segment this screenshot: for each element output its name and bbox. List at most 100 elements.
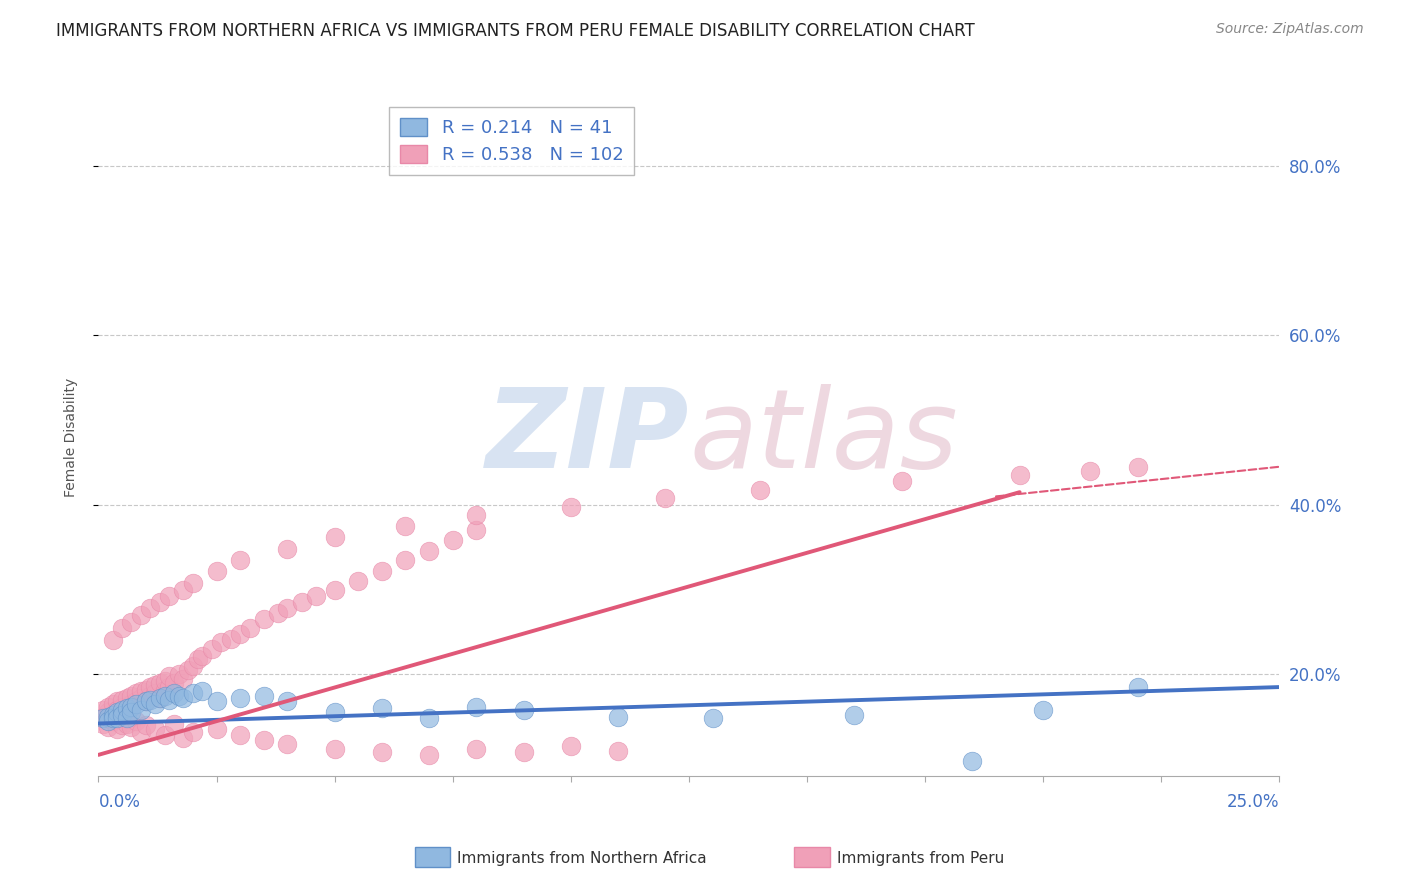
Point	[290, 595, 312, 609]
Point	[560, 739, 582, 754]
Point	[105, 694, 128, 708]
Point	[101, 714, 124, 728]
Point	[135, 694, 157, 708]
Point	[177, 663, 200, 677]
Point	[371, 745, 394, 759]
Point	[111, 718, 134, 732]
Point	[129, 608, 152, 623]
Point	[153, 682, 176, 697]
Point	[111, 703, 134, 717]
Point	[219, 632, 242, 646]
Text: IMMIGRANTS FROM NORTHERN AFRICA VS IMMIGRANTS FROM PERU FEMALE DISABILITY CORREL: IMMIGRANTS FROM NORTHERN AFRICA VS IMMIG…	[56, 22, 974, 40]
Point	[125, 714, 148, 728]
Point	[465, 699, 488, 714]
Point	[512, 745, 534, 759]
Point	[172, 731, 194, 745]
Legend: R = 0.214   N = 41, R = 0.538   N = 102: R = 0.214 N = 41, R = 0.538 N = 102	[389, 107, 634, 175]
Point	[111, 708, 134, 723]
Point	[157, 692, 180, 706]
Point	[101, 708, 124, 723]
Point	[115, 701, 138, 715]
Point	[418, 711, 440, 725]
Point	[890, 474, 912, 488]
Point	[267, 607, 290, 621]
Point	[512, 703, 534, 717]
Point	[143, 723, 166, 737]
Point	[441, 533, 464, 548]
Point	[97, 710, 120, 724]
Point	[115, 711, 138, 725]
Point	[418, 747, 440, 762]
Point	[181, 658, 204, 673]
Point	[135, 718, 157, 732]
Point	[276, 541, 298, 556]
Point	[187, 652, 209, 666]
Point	[191, 684, 214, 698]
Point	[153, 674, 176, 689]
Point	[607, 744, 630, 758]
Point	[149, 691, 172, 706]
Point	[205, 723, 228, 737]
Point	[347, 574, 370, 589]
Point	[143, 677, 166, 691]
Point	[101, 697, 124, 711]
Point	[157, 590, 180, 604]
Point	[163, 686, 186, 700]
Point	[139, 692, 162, 706]
Point	[276, 601, 298, 615]
Point	[229, 553, 252, 567]
Point	[253, 689, 276, 703]
Point	[121, 699, 143, 714]
Point	[143, 686, 166, 700]
Point	[153, 689, 176, 703]
Point	[844, 708, 866, 723]
Point	[205, 694, 228, 708]
Point	[205, 564, 228, 578]
Point	[115, 691, 138, 706]
Point	[191, 648, 214, 663]
Point	[172, 691, 194, 706]
Text: Immigrants from Peru: Immigrants from Peru	[837, 851, 1004, 865]
Point	[163, 716, 186, 731]
Point	[1080, 464, 1102, 478]
Point	[149, 595, 172, 609]
Point	[157, 669, 180, 683]
Point	[91, 703, 114, 717]
Point	[139, 680, 162, 694]
Point	[702, 711, 724, 725]
Text: 25.0%: 25.0%	[1227, 793, 1279, 811]
Point	[253, 612, 276, 626]
Point	[607, 710, 630, 724]
Point	[465, 508, 488, 522]
Point	[229, 626, 252, 640]
Text: atlas: atlas	[689, 384, 957, 491]
Point	[121, 697, 143, 711]
Point	[149, 691, 172, 706]
Point	[229, 691, 252, 706]
Point	[143, 697, 166, 711]
Point	[105, 703, 128, 717]
Point	[1032, 703, 1054, 717]
Point	[105, 723, 128, 737]
Point	[129, 703, 152, 717]
Point	[181, 575, 204, 590]
Point	[167, 689, 190, 703]
Y-axis label: Female Disability: Female Disability	[63, 377, 77, 497]
Point	[560, 500, 582, 514]
Point	[111, 621, 134, 635]
Point	[135, 682, 157, 697]
Point	[97, 706, 120, 720]
Point	[115, 716, 138, 731]
Text: 0.0%: 0.0%	[98, 793, 141, 811]
Point	[962, 754, 984, 768]
Point	[101, 633, 124, 648]
Point	[229, 728, 252, 742]
Point	[172, 672, 194, 686]
Point	[157, 680, 180, 694]
Point	[323, 706, 346, 720]
Point	[394, 519, 416, 533]
Point	[209, 635, 232, 649]
Point	[172, 582, 194, 597]
Point	[111, 692, 134, 706]
Point	[748, 483, 770, 497]
